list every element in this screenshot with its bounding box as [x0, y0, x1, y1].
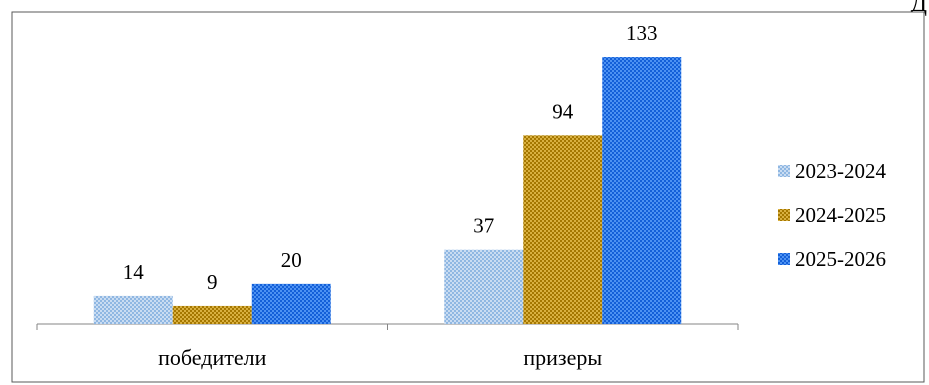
data-labels: 14 9 20 37 94 133 — [123, 21, 658, 294]
bar — [602, 57, 682, 325]
bar — [523, 135, 603, 324]
legend: 2023-2024 2024-2025 2025-2026 — [778, 159, 886, 271]
data-label: 14 — [123, 260, 145, 284]
x-tick-label: призеры — [523, 345, 602, 370]
bars — [93, 57, 682, 325]
data-label: 20 — [281, 248, 302, 272]
legend-label: 2025-2026 — [795, 247, 886, 271]
legend-label: 2024-2025 — [795, 203, 886, 227]
bar — [251, 283, 331, 324]
bar — [93, 295, 173, 324]
data-label: 133 — [626, 21, 658, 45]
legend-swatch — [778, 209, 790, 221]
chart-border — [11, 11, 925, 383]
data-label: 37 — [473, 214, 494, 238]
bar — [172, 305, 252, 324]
legend-swatch — [778, 253, 790, 265]
x-tick-label: победители — [158, 345, 266, 370]
data-label: 9 — [207, 270, 218, 294]
data-label: 94 — [552, 99, 574, 123]
bar — [444, 249, 524, 324]
legend-label: 2023-2024 — [795, 159, 886, 183]
legend-swatch — [778, 165, 790, 177]
